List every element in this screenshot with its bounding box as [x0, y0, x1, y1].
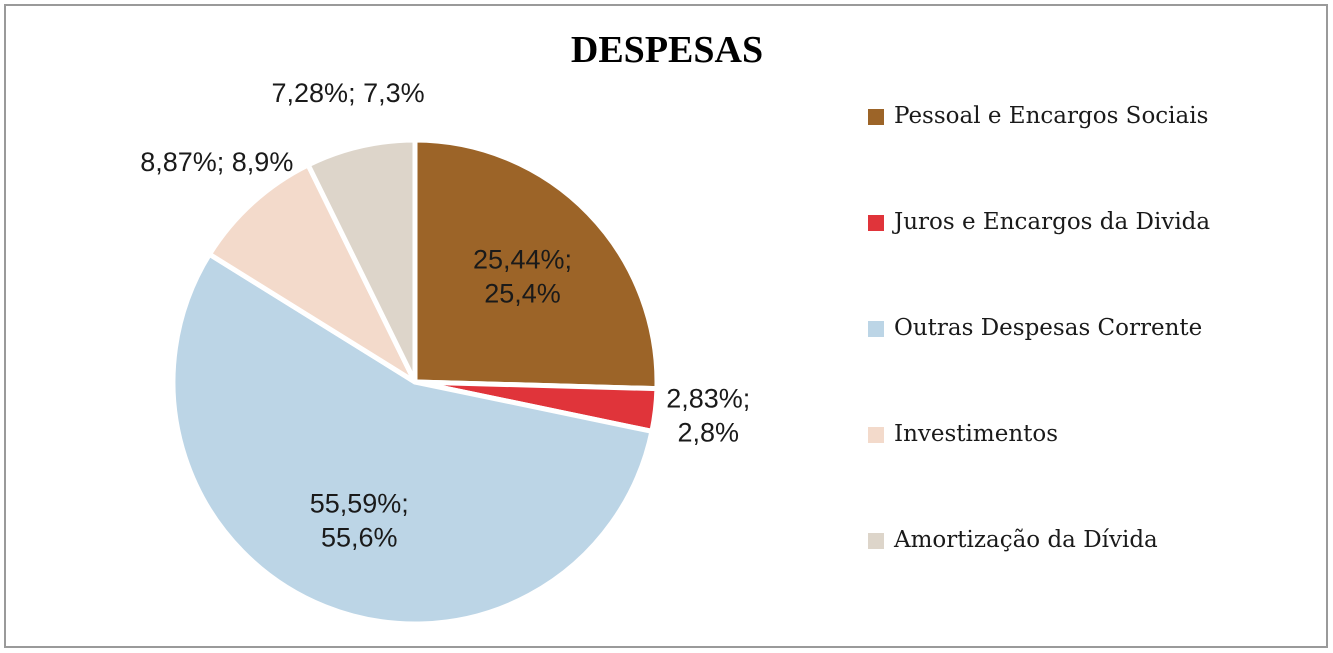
legend-label: Outras Despesas Corrente	[894, 315, 1202, 341]
data-label: 2,83%; 2,8%	[666, 383, 751, 448]
legend-swatch	[868, 215, 884, 231]
legend-swatch	[868, 427, 884, 443]
legend-label: Investimentos	[894, 421, 1058, 447]
pie-slice	[305, 137, 418, 385]
data-label: 55,59%; 55,6%	[309, 488, 409, 553]
legend-swatch	[868, 109, 884, 125]
data-label: 8,87%; 8,9%	[140, 147, 294, 178]
data-label: 25,44%; 25,4%	[472, 244, 573, 309]
legend-swatch	[868, 533, 884, 549]
data-label: 7,28%; 7,3%	[271, 78, 425, 109]
chart-title: DESPESAS	[571, 29, 763, 71]
legend-swatch	[868, 321, 884, 337]
legend-label: Amortização da Dívida	[893, 527, 1158, 553]
legend-label: Pessoal e Encargos Sociais	[894, 103, 1208, 129]
legend-label: Juros e Encargos da Divida	[892, 209, 1210, 235]
pie-slice	[412, 137, 660, 392]
pie-slice	[170, 251, 655, 627]
pie-slice	[206, 162, 418, 385]
